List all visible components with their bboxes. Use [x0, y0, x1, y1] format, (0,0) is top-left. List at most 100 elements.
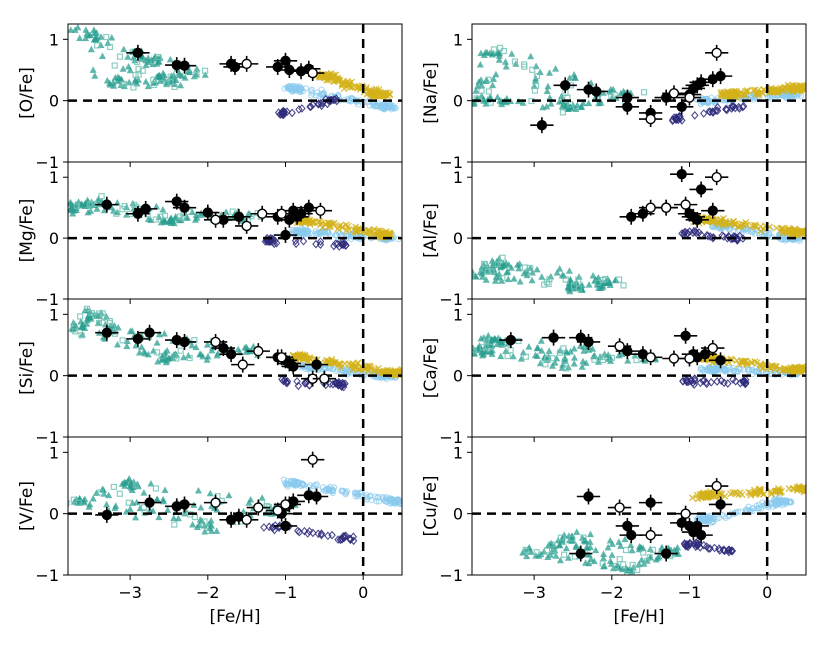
thin-disk-marker — [326, 487, 333, 494]
y-tick-label: −1 — [35, 566, 59, 585]
halo-star-marker — [565, 267, 573, 274]
low-alpha-marker — [312, 239, 320, 249]
halo-square-marker — [599, 560, 606, 567]
halo-square-marker — [116, 490, 123, 497]
halo-square-marker — [70, 496, 77, 503]
halo-star-marker — [491, 277, 499, 284]
thick-disk-marker — [716, 492, 724, 500]
halo-star-marker — [472, 87, 480, 94]
panel-sife: −1 0 1 [Si/Fe] — [17, 298, 403, 447]
halo-star-marker — [582, 359, 590, 366]
target-star-open — [645, 529, 656, 541]
halo-star-marker — [201, 71, 209, 78]
halo-star-marker — [158, 354, 166, 362]
halo-star-marker — [528, 268, 536, 276]
thick-disk-marker — [802, 485, 806, 493]
plot-area — [68, 299, 402, 437]
thick-disk-marker — [807, 486, 813, 492]
halo-star-marker — [523, 271, 531, 279]
target-star-open — [645, 113, 656, 125]
thin-disk-marker — [721, 366, 728, 373]
target-star-open — [241, 220, 252, 232]
thick-disk-marker — [346, 82, 354, 90]
low-alpha-marker — [683, 541, 691, 551]
halo-square-marker — [77, 313, 84, 320]
halo-star-marker — [175, 71, 183, 79]
thin-disk-marker — [298, 85, 305, 92]
halo-square-marker — [485, 88, 492, 95]
halo-star-marker — [609, 85, 617, 93]
thin-disk-marker — [379, 494, 387, 501]
thick-disk-marker — [710, 493, 718, 500]
halo-star-marker — [193, 214, 201, 221]
halo-star-marker — [528, 276, 536, 284]
thick-disk-marker — [317, 219, 325, 227]
halo-star-marker — [556, 556, 564, 564]
halo-star-marker — [103, 500, 111, 508]
thick-disk-marker — [807, 486, 813, 492]
halo-square-marker — [629, 561, 636, 569]
halo-star-marker — [590, 557, 598, 565]
y-tick-label: −1 — [439, 566, 463, 585]
halo-star-marker — [543, 87, 551, 94]
halo-star-marker — [488, 350, 496, 357]
target-star-filled — [692, 214, 703, 226]
halo-square-marker — [150, 81, 158, 89]
panel-frame — [67, 436, 403, 576]
low-alpha-marker — [730, 233, 739, 243]
target-star-open — [237, 359, 248, 370]
low-alpha-marker — [675, 113, 683, 122]
halo-star-marker — [111, 74, 119, 81]
target-star-open — [210, 214, 221, 226]
halo-star-marker — [140, 489, 148, 496]
thin-disk-marker — [304, 230, 311, 237]
thin-disk-marker — [778, 497, 786, 504]
low-alpha-marker — [731, 103, 740, 113]
target-star-filled — [179, 336, 190, 348]
thick-disk-marker — [364, 367, 372, 375]
halo-star-marker — [162, 358, 170, 366]
low-alpha-marker — [347, 534, 355, 544]
halo-square-marker — [548, 541, 555, 548]
target-star-filled — [505, 334, 517, 346]
halo-star-marker — [225, 491, 233, 499]
y-axis-title: [Na/Fe] — [421, 62, 441, 123]
halo-square-marker — [608, 354, 616, 361]
x-tick-label: −3 — [522, 583, 546, 602]
thick-disk-marker — [722, 219, 730, 227]
low-alpha-marker — [299, 236, 308, 246]
halo-star-marker — [194, 486, 202, 494]
thick-disk-marker — [373, 91, 381, 99]
halo-star-marker — [120, 45, 128, 53]
halo-square-marker — [561, 358, 568, 365]
target-star-filled — [179, 60, 190, 71]
halo-star-marker — [482, 276, 490, 283]
halo-star-marker — [85, 503, 93, 510]
y-axis-title: [Si/Fe] — [17, 341, 37, 395]
plot-area — [472, 162, 806, 299]
x-tick-label: 0 — [762, 583, 772, 602]
halo-square-marker — [623, 570, 631, 575]
halo-star-marker — [144, 82, 152, 90]
plot-area — [68, 437, 402, 575]
thin-disk-marker — [299, 480, 306, 487]
halo-star-marker — [515, 264, 523, 272]
halo-star-marker — [153, 73, 161, 81]
thick-disk-marker — [807, 486, 813, 492]
halo-star-marker — [203, 356, 211, 363]
plot-area — [472, 299, 806, 437]
thick-disk-marker — [750, 221, 758, 229]
target-star-filled — [311, 359, 322, 370]
halo-star-marker — [538, 273, 546, 280]
thick-disk-marker — [747, 491, 755, 499]
low-alpha-marker — [719, 545, 728, 555]
low-alpha-marker — [260, 523, 268, 532]
panel-mgfe: −1 0 1 [Mg/Fe] — [17, 161, 403, 309]
thin-disk-marker — [370, 102, 377, 109]
halo-star-marker — [619, 87, 627, 95]
halo-star-marker — [93, 205, 101, 212]
thick-disk-marker — [810, 488, 816, 494]
target-star-open — [680, 508, 691, 519]
thin-disk-marker — [288, 87, 296, 95]
halo-square-marker — [158, 353, 165, 360]
